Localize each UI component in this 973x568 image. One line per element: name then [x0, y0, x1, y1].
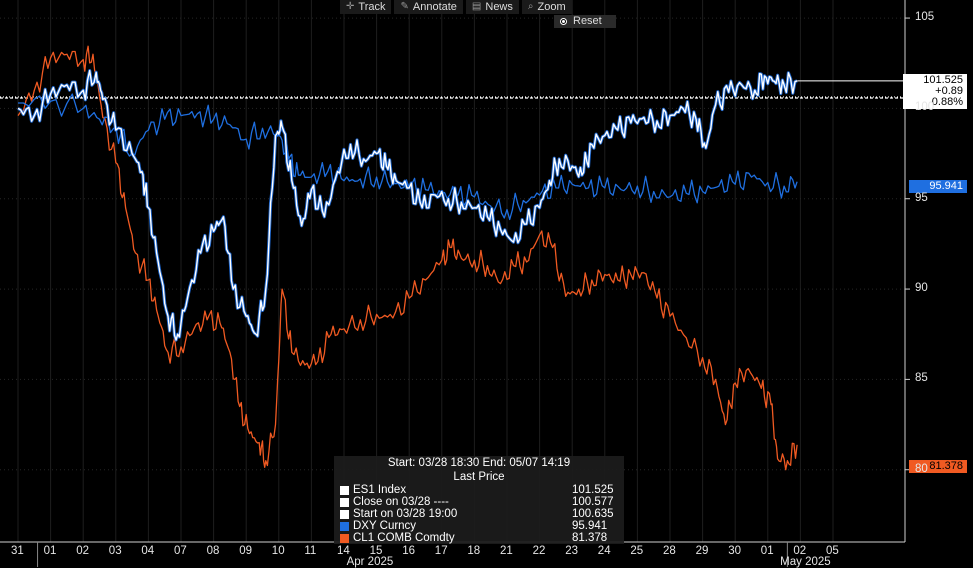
month-label: Apr 2025 [346, 556, 394, 568]
legend-value: 95.941 [572, 520, 608, 532]
x-tick-label: 10 [271, 545, 285, 557]
zoom-button[interactable]: ⌕ Zoom [521, 0, 572, 14]
legend-swatch [340, 521, 349, 531]
x-tick-label: 11 [304, 545, 317, 557]
reset-label: Reset [573, 15, 602, 27]
x-tick-label: 31 [11, 545, 24, 557]
dxy-price-tag: 95.941 [909, 180, 967, 193]
month-label: May 2025 [780, 556, 831, 568]
y-tick-label: 95 [915, 191, 928, 204]
x-tick-label: 24 [597, 545, 611, 557]
legend-row-es1[interactable]: ES1 Index 101.525 [334, 484, 624, 496]
x-tick-label: 16 [402, 545, 415, 557]
series-line-es1 [17, 69, 798, 341]
track-button[interactable]: ✛ Track [340, 0, 392, 14]
legend-swatch [340, 485, 349, 495]
chart-toolbar: ✛ Track ✎ Annotate ▤ News ⌕ Zoom [340, 0, 572, 14]
x-tick-label: 14 [337, 545, 350, 557]
reset-button[interactable]: Reset [554, 15, 616, 28]
x-tick-label: 01 [760, 545, 774, 557]
y-tick-label: 80 [915, 462, 928, 475]
legend-name: DXY Curncy [353, 520, 417, 532]
magnifier-icon: ⌕ [527, 1, 534, 12]
legend-name: CL1 COMB Comdty [353, 532, 455, 544]
news-button[interactable]: ▤ News [465, 0, 519, 14]
legend-row-dxy[interactable]: DXY Curncy 95.941 [334, 520, 624, 532]
legend-panel: Start: 03/28 18:30 End: 05/07 14:19 Last… [334, 456, 624, 544]
legend-row-start[interactable]: Start on 03/28 19:00 100.635 [334, 508, 624, 520]
legend-name: Start on 03/28 19:00 [353, 508, 458, 520]
legend-row-cl1[interactable]: CL1 COMB Comdty 81.378 [334, 532, 624, 544]
x-tick-label: 02 [76, 545, 89, 557]
x-tick-label: 15 [369, 545, 383, 557]
legend-value: 100.577 [572, 496, 614, 508]
x-tick-label: 23 [565, 545, 578, 557]
legend-value: 81.378 [572, 532, 608, 544]
x-tick-label: 25 [630, 545, 644, 557]
legend-row-close[interactable]: Close on 03/28 ---- 100.577 [334, 496, 624, 508]
x-tick-label: 21 [500, 545, 513, 557]
annotate-label: Annotate [412, 1, 457, 13]
x-grid [17, 0, 834, 542]
es1-net-change: +0.89 [935, 85, 963, 97]
es1-last-price: 101.525 [923, 74, 963, 86]
legend-name: ES1 Index [353, 484, 407, 496]
legend-swatch [340, 497, 349, 507]
track-label: Track [358, 1, 386, 13]
news-label: News [485, 1, 513, 13]
newspaper-icon: ▤ [471, 1, 482, 12]
es1-price-tag: 101.525 +0.89 0.88% [903, 74, 967, 109]
x-tick-label: 03 [108, 545, 122, 557]
series-lines [17, 45, 905, 471]
reference-lines [0, 96, 905, 99]
crosshair-icon: ✛ [346, 1, 355, 12]
x-tick-label: 28 [663, 545, 676, 557]
y-tick-label: 105 [915, 11, 935, 24]
es1-pct-change: 0.88% [931, 96, 963, 108]
y-tick-label: 90 [915, 282, 928, 295]
x-tick-label: 29 [695, 545, 709, 557]
legend-date-range: Start: 03/28 18:30 End: 05/07 14:19 [387, 457, 571, 469]
x-tick-label: 17 [434, 545, 448, 557]
radio-icon [560, 18, 567, 25]
y-tick-label: 100 [915, 101, 935, 114]
legend-field: Last Price [453, 471, 505, 483]
legend-swatch [340, 509, 349, 519]
series-line-es1-glow [17, 69, 798, 342]
x-tick-label: 07 [174, 545, 187, 557]
x-tick-label: 22 [532, 545, 546, 557]
legend-value: 101.525 [572, 484, 614, 496]
zoom-label: Zoom [537, 1, 566, 13]
x-tick-label: 02 [793, 545, 807, 557]
pencil-icon: ✎ [400, 1, 409, 12]
legend-swatch [340, 533, 349, 543]
x-tick-label: 18 [467, 545, 481, 557]
annotate-button[interactable]: ✎ Annotate [394, 0, 463, 14]
legend-value: 100.635 [572, 508, 614, 520]
legend-name: Close on 03/28 ---- [353, 496, 449, 508]
dxy-last-price: 95.941 [929, 180, 963, 192]
x-tick-label: 04 [141, 545, 155, 557]
x-tick-label: 09 [239, 545, 252, 557]
cl1-last-price: 81.378 [929, 460, 963, 472]
series-line-cl1 [17, 45, 798, 471]
y-tick-label: 85 [915, 372, 928, 385]
x-tick-label: 08 [206, 545, 220, 557]
x-tick-label: 05 [826, 545, 839, 557]
x-tick-label: 30 [728, 545, 741, 557]
cl1-price-tag: 81.378 [909, 460, 967, 473]
x-tick-label: 01 [43, 545, 57, 557]
